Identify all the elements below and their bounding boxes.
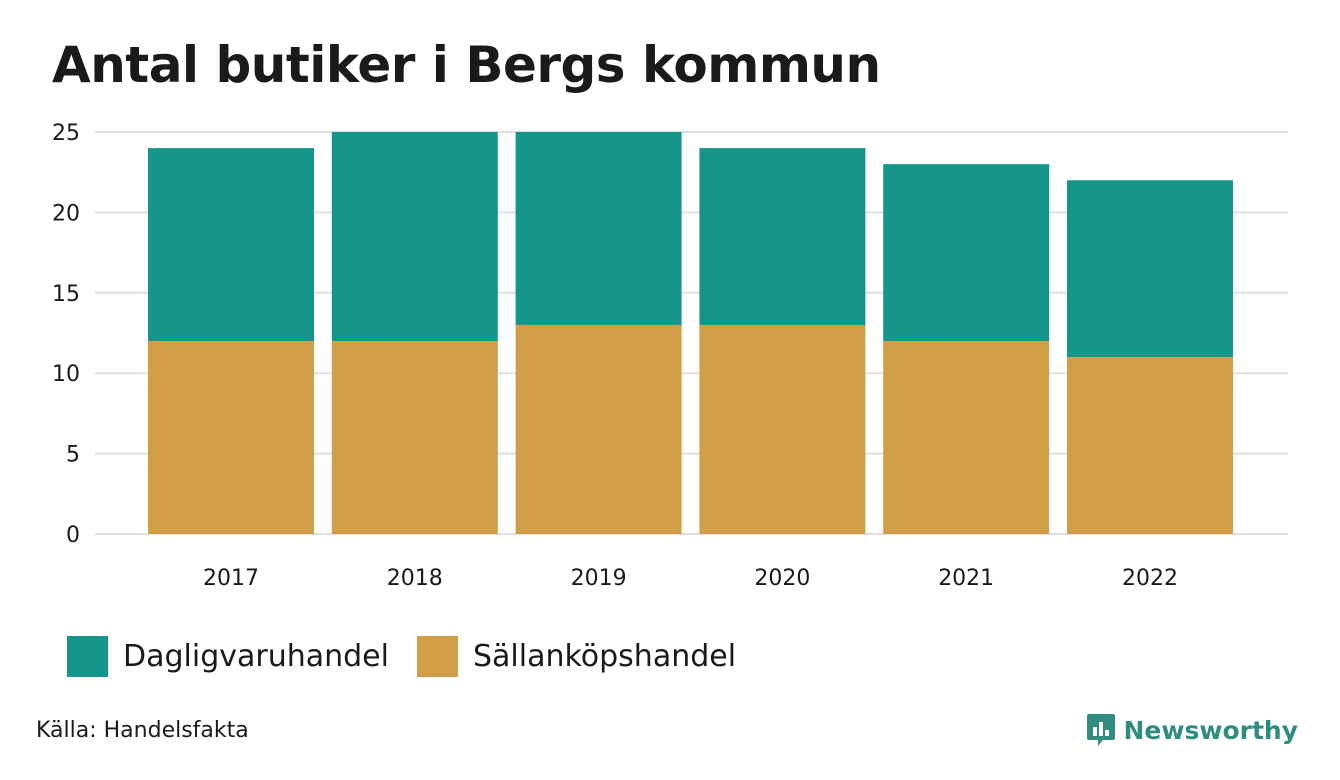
chart-title: Antal butiker i Bergs kommun	[52, 36, 881, 94]
x-tick-label: 2022	[1122, 566, 1178, 591]
x-tick-label: 2017	[203, 566, 259, 591]
bar-dagligvaruhandel-2017	[148, 148, 314, 342]
y-tick-label: 15	[52, 282, 80, 307]
bar-sallanköpshandel-2021	[883, 341, 1050, 534]
brand-logo: Newsworthy	[1086, 712, 1299, 748]
legend-swatch-sallan	[416, 636, 458, 677]
bars	[148, 132, 1233, 534]
y-tick-label: 20	[52, 201, 80, 226]
legend-item-sallan: Sällanköpshandel	[416, 636, 737, 677]
x-tick-label: 2021	[938, 566, 994, 591]
chart-speech-bubble-icon	[1086, 714, 1115, 746]
source-note: Källa: Handelsfakta	[36, 718, 249, 743]
brand-name: Newsworthy	[1123, 715, 1299, 745]
y-tick-label: 0	[66, 523, 80, 548]
x-tick-label: 2018	[387, 566, 443, 591]
y-tick-label: 10	[52, 362, 80, 387]
legend-label-daglig: Dagligvaruhandel	[123, 639, 389, 674]
legend-label-sallan: Sällanköpshandel	[472, 639, 737, 674]
legend-swatch-daglig	[67, 636, 108, 677]
legend-item-daglig: Dagligvaruhandel	[67, 636, 389, 677]
bar-sallanköpshandel-2018	[331, 341, 498, 534]
y-tick-label: 25	[52, 121, 80, 146]
bar-dagligvaruhandel-2019	[515, 132, 682, 325]
legend: Dagligvaruhandel Sällanköpshandel	[67, 636, 764, 677]
x-tick-label: 2020	[754, 566, 810, 591]
bar-dagligvaruhandel-2022	[1067, 180, 1233, 358]
bar-dagligvaruhandel-2018	[331, 132, 498, 342]
y-tick-label: 5	[66, 443, 80, 468]
bar-dagligvaruhandel-2020	[699, 148, 866, 325]
bar-sallanköpshandel-2017	[148, 341, 314, 534]
bar-sallanköpshandel-2020	[699, 324, 866, 534]
stacked-bar-chart: 0 5 10 15 20 25 2017 2018 2019 2020 2021 2022	[52, 121, 1288, 591]
bar-sallanköpshandel-2019	[515, 324, 682, 534]
x-axis-ticks: 2017 2018 2019 2020 2021 2022	[203, 566, 1178, 591]
bar-sallanköpshandel-2022	[1067, 357, 1233, 534]
bar-dagligvaruhandel-2021	[883, 164, 1050, 342]
x-tick-label: 2019	[571, 566, 627, 591]
y-axis-ticks: 0 5 10 15 20 25	[52, 121, 80, 548]
